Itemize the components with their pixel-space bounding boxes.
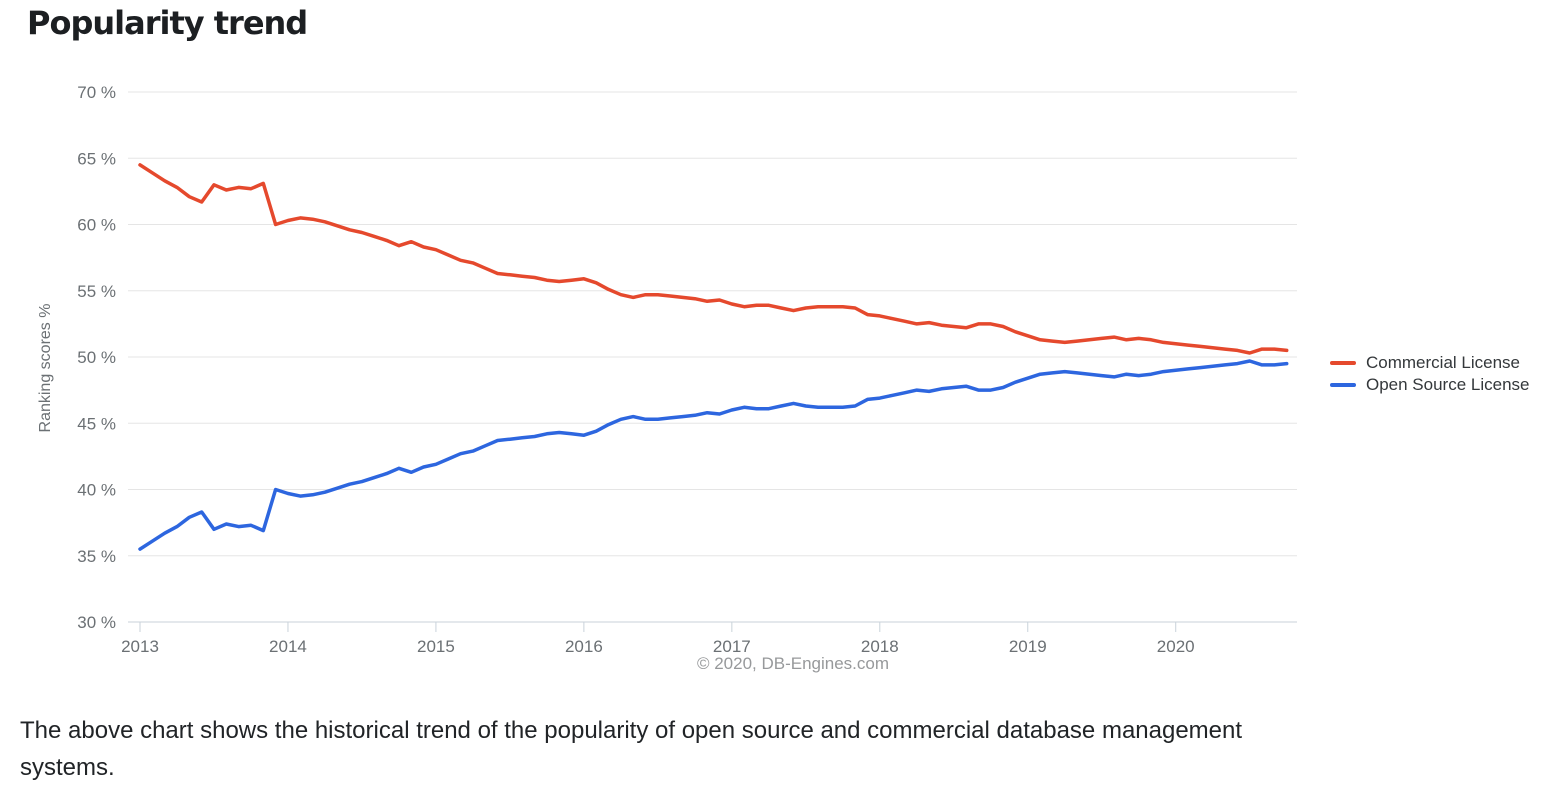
y-tick-label-45: 45 %: [77, 414, 116, 433]
x-tick-label-2017: 2017: [713, 637, 751, 656]
x-tick-label-2020: 2020: [1157, 637, 1195, 656]
legend-item-commercial-license[interactable]: Commercial License: [1330, 352, 1530, 374]
y-tick-label-55: 55 %: [77, 282, 116, 301]
y-axis-title: Ranking scores %: [37, 303, 54, 433]
y-tick-label-40: 40 %: [77, 481, 116, 500]
x-tick-label-2013: 2013: [121, 637, 159, 656]
y-tick-label-35: 35 %: [77, 547, 116, 566]
page-title: Popularity trend: [27, 4, 308, 42]
open-source-license-line-swatch: [1330, 383, 1356, 387]
chart-canvas: 70 % 65 % 60 % 55 % 50 % 45 % 40 % 35 % 30 % 2013…: [77, 83, 1297, 656]
y-tick-label-30: 30 %: [77, 613, 116, 632]
commercial-license-line-swatch: [1330, 361, 1356, 365]
x-tick-label-2015: 2015: [417, 637, 455, 656]
y-tick-label-65: 65 %: [77, 149, 116, 168]
chart-legend: Commercial License Open Source License: [1330, 352, 1530, 396]
legend-label-open-source-license: Open Source License: [1366, 375, 1530, 394]
popularity-trend-chart: Popularity trend 70 % 65 % 60 % 55 % 50 % 45 …: [27, 4, 1530, 673]
y-tick-label-50: 50 %: [77, 348, 116, 367]
y-tick-label-70: 70 %: [77, 83, 116, 102]
legend-label-commercial-license: Commercial License: [1366, 353, 1520, 372]
legend-item-open-source-license[interactable]: Open Source License: [1330, 374, 1530, 396]
x-tick-label-2018: 2018: [861, 637, 899, 656]
x-tick-label-2014: 2014: [269, 637, 307, 656]
x-tick-label-2019: 2019: [1009, 637, 1047, 656]
x-axis: 2013 2014 2015 2016 2017 2018 2019 2020: [121, 622, 1195, 656]
x-tick-label-2016: 2016: [565, 637, 603, 656]
open-source-license-line[interactable]: [138, 359, 1289, 551]
chart-description: The above chart shows the historical tre…: [20, 717, 1243, 781]
y-tick-label-60: 60 %: [77, 216, 116, 235]
commercial-license-line[interactable]: [138, 163, 1289, 355]
chart-copyright: © 2020, DB-Engines.com: [696, 654, 890, 673]
y-gridlines: 70 % 65 % 60 % 55 % 50 % 45 % 40 % 35 % 30 %: [77, 83, 1297, 632]
